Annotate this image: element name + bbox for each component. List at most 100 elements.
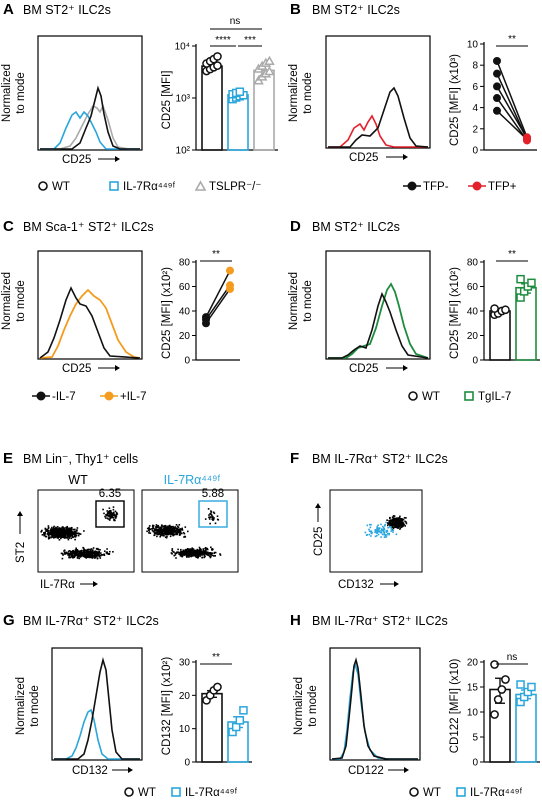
event-dot (214, 522, 217, 525)
event-dot (73, 556, 76, 559)
event-dot (111, 513, 113, 515)
event-dot (399, 515, 401, 518)
panel-letter-h: H (290, 612, 301, 629)
event-dot (63, 535, 66, 537)
panel-d-title: BM ST2⁺ ILC2s (312, 220, 400, 234)
event-dot (183, 553, 185, 556)
event-dot (208, 514, 210, 516)
event-dot (210, 510, 212, 512)
event-dot (169, 527, 171, 529)
event-dot (69, 527, 72, 529)
event-dot (154, 534, 156, 536)
event-dot (78, 555, 80, 557)
panel-f-xlabel: CD132 (338, 579, 374, 591)
event-dot (213, 512, 216, 515)
event-dot (67, 550, 70, 553)
event-dot (173, 530, 176, 532)
event-dot (208, 516, 210, 519)
event-dot (181, 554, 183, 557)
event-dot (403, 517, 406, 519)
event-dot (380, 536, 382, 538)
event-dot (83, 547, 85, 550)
panel-g-bar-ylabel: CD132 [MFI] (x10²) (161, 657, 173, 756)
event-dot (74, 536, 77, 538)
event-dot (375, 529, 378, 531)
event-dot (389, 520, 392, 522)
event-dot (94, 550, 96, 552)
event-dot (65, 534, 67, 537)
event-dot (387, 522, 389, 524)
event-dot (75, 548, 77, 551)
event-dot (78, 550, 81, 553)
legend-a-il7ra: IL-7Rα⁴⁴⁹ᶠ (123, 181, 176, 193)
event-dot (151, 528, 153, 530)
event-dot (75, 531, 77, 534)
panel-e-plot-wt-frame (37, 489, 135, 573)
panel-b-hist-ylabel-1: Normalized (288, 64, 300, 122)
event-dot (200, 549, 202, 551)
panel-g-hist-ylabel-1: Normalized (15, 677, 27, 735)
event-dot (165, 530, 168, 532)
event-dot (193, 552, 195, 555)
event-dot (44, 528, 47, 530)
event-dot (73, 531, 76, 533)
event-dot (68, 530, 70, 532)
event-dot (99, 549, 101, 551)
event-dot (401, 518, 403, 520)
legend-b-tfpminus: TFP- (423, 181, 449, 193)
event-dot (82, 550, 85, 552)
event-dot (195, 556, 197, 558)
panel-e-x-arrow-icon (93, 581, 98, 587)
event-dot (166, 532, 169, 534)
event-dot (48, 533, 50, 535)
event-dot (76, 556, 79, 558)
event-dot (106, 551, 108, 553)
event-dot (179, 532, 182, 534)
event-dot (196, 553, 199, 555)
event-dot (50, 531, 52, 534)
event-dot (83, 530, 85, 532)
event-dot (88, 556, 91, 559)
event-dot (207, 508, 210, 510)
event-dot (368, 533, 371, 536)
event-dot (55, 526, 57, 529)
panel-c-hist-ylabel-2: to mode (15, 280, 27, 322)
legend-tgil7-square-icon (464, 391, 474, 401)
event-dot (388, 532, 390, 535)
event-dot (183, 536, 185, 538)
y-tick-label: 10³ (176, 94, 191, 105)
legend-wt-circle-icon (38, 181, 48, 191)
event-dot (70, 532, 72, 534)
event-dot (65, 533, 67, 536)
event-dot (45, 529, 47, 531)
event-dot (92, 549, 94, 551)
event-dot (184, 526, 187, 528)
event-dot (41, 534, 44, 536)
event-dot (162, 530, 164, 532)
event-dot (209, 516, 211, 518)
event-dot (59, 534, 61, 537)
panel-b-bar-ylabel: CD25 [MFI] (x10³) (449, 54, 461, 146)
panel-g-hist-xlabel: CD132 (72, 765, 108, 777)
event-dot (168, 524, 171, 527)
event-dot (400, 524, 402, 526)
bar (201, 65, 223, 151)
panel-g-arrow-icon (128, 767, 133, 773)
event-dot (158, 533, 160, 535)
panel-d-hist-xlabel: CD25 (349, 363, 378, 375)
event-dot (68, 556, 70, 558)
event-dot (397, 522, 399, 525)
event-dot (183, 552, 185, 555)
data-point (516, 274, 525, 284)
event-dot (216, 515, 219, 517)
event-dot (198, 546, 201, 549)
event-dot (179, 554, 182, 557)
event-dot (148, 526, 150, 529)
event-dot (69, 528, 72, 531)
data-point (493, 56, 501, 65)
event-dot (84, 552, 86, 555)
event-dot (61, 536, 63, 539)
event-dot (71, 550, 74, 552)
event-dot (385, 521, 387, 524)
panel-a-hist-il7ra-curve (40, 110, 140, 150)
